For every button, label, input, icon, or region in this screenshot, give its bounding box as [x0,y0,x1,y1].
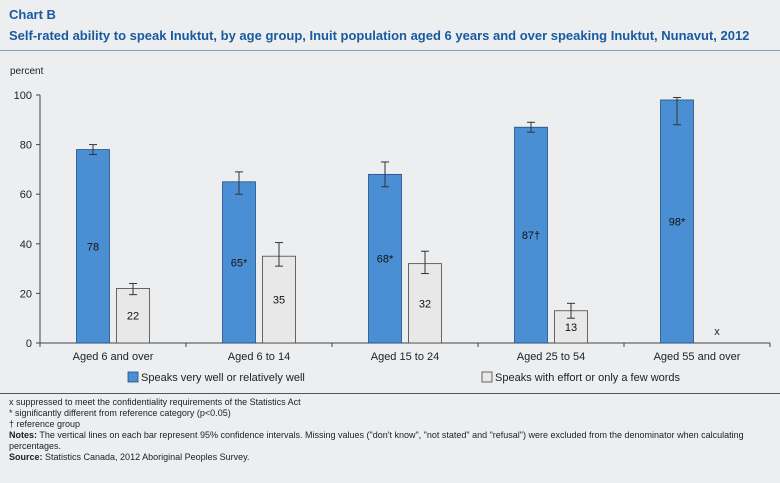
footnote-reference: † reference group [9,419,81,429]
y-tick-label: 0 [26,338,32,350]
x-tick-label: Aged 15 to 24 [371,351,440,363]
footnote-notes: Notes: The vertical lines on each bar re… [9,430,769,452]
data-label: 13 [565,322,577,334]
source-label: Source: [9,452,43,462]
footnote-significance: * significantly different from reference… [9,408,231,418]
bar [660,99,694,344]
y-axis-label: percent [10,66,44,77]
x-tick-label: Aged 55 and over [654,351,741,363]
data-label: 78 [87,241,99,253]
data-label: 65* [231,257,248,269]
y-tick-label: 60 [20,189,32,201]
y-tick-label: 20 [20,288,32,300]
notes-text: The vertical lines on each bar represent… [9,430,744,451]
data-label: 68* [377,254,394,266]
y-tick-label: 80 [20,140,32,152]
data-label: 98* [669,216,686,228]
data-label: 22 [127,311,139,323]
bar [76,149,110,344]
x-tick-label: Aged 25 to 54 [517,351,586,363]
x-tick-label: Aged 6 to 14 [228,351,290,363]
bar [222,181,256,344]
suppressed-marker: x [714,326,720,338]
source-text: Statistics Canada, 2012 Aboriginal Peopl… [42,452,250,462]
bar-chart: percent 0 20 40 60 80 100 Aged 6 and over 78 22 Ag… [10,66,771,384]
x-tick-label: Aged 6 and over [73,351,154,363]
bar [368,173,402,344]
footnote-source: Source: Statistics Canada, 2012 Aborigin… [9,452,769,463]
data-label: 35 [273,295,285,307]
legend-label: Speaks very well or relatively well [141,372,305,384]
bar [408,263,442,344]
legend-label: Speaks with effort or only a few words [495,372,681,384]
notes-label: Notes: [9,430,38,440]
title-divider [0,50,780,51]
legend-swatch [127,371,139,383]
y-tick-label: 100 [14,90,32,102]
data-label: 87† [522,230,540,242]
y-tick-label: 40 [20,239,32,251]
footnote-suppressed: x suppressed to meet the confidentiality… [9,397,301,407]
footnotes: x suppressed to meet the confidentiality… [9,397,769,463]
bar [514,126,548,344]
chart-id: Chart B [9,7,56,22]
legend-swatch [481,371,493,383]
data-label: 32 [419,298,431,310]
footnote-divider [0,393,780,394]
chart-title: Self-rated ability to speak Inuktut, by … [9,28,750,43]
bar [262,255,296,344]
